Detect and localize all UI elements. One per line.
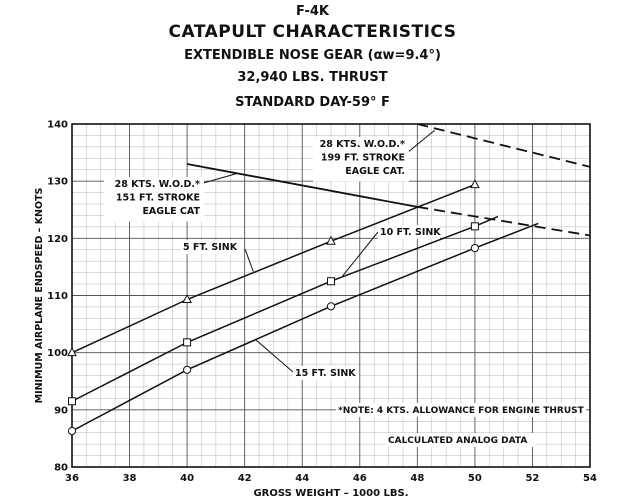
plot-frame — [71, 123, 591, 468]
calculated-analog-data-label: CALCULATED ANALOG DATA — [388, 436, 527, 446]
series-line-199-dashed — [417, 123, 591, 168]
series-line-1 — [71, 215, 499, 402]
y-axis-label: MINIMUM AIRPLANE ENDSPEED – KNOTS — [34, 187, 45, 403]
data-point-circle — [470, 243, 479, 253]
eagle-cat-199-label-line3: EAGLE CAT. — [345, 166, 405, 177]
chart-aircraft-title: F-4K — [296, 4, 329, 19]
x-tick-label: 46 — [353, 473, 367, 484]
data-point-circle — [67, 426, 77, 436]
data-point-circle — [326, 302, 336, 311]
series-line-151-solid — [186, 163, 418, 208]
leader-line — [244, 248, 254, 272]
eagle-cat-151-label-line2: 151 FT. STROKE — [116, 193, 200, 204]
ten-ft-sink-label: 10 FT. SINK — [380, 227, 441, 238]
ten-ft-sink-label-box — [378, 225, 440, 239]
x-tick-label: 54 — [583, 473, 597, 484]
data-point-triangle — [470, 179, 480, 189]
y-tick-label: 100 — [47, 348, 68, 359]
series-line-0 — [71, 183, 476, 354]
data-point-triangle — [67, 347, 77, 357]
eagle-cat-151-label-line3: EAGLE CAT — [142, 206, 200, 217]
eagle-cat-199-label-box — [313, 137, 409, 182]
leader-line — [342, 231, 379, 277]
chart-subtitle-nose-gear: EXTENDIBLE NOSE GEAR (αw=9.4°) — [184, 48, 441, 63]
note-box — [336, 403, 586, 417]
leader-line — [255, 339, 294, 373]
y-tick-label: 80 — [54, 463, 68, 474]
x-tick-labels: 36 38 40 42 44 46 48 50 52 54 — [65, 473, 597, 484]
data-point-triangle — [182, 293, 192, 304]
data-point-circle — [183, 365, 192, 374]
series-layer — [67, 123, 591, 436]
eagle-cat-151-label-box — [104, 177, 204, 222]
leader-lines — [199, 129, 435, 373]
x-tick-label: 36 — [65, 473, 79, 484]
x-tick-label: 42 — [238, 473, 252, 484]
chart-subtitle-standard-day: STANDARD DAY-59° F — [235, 95, 390, 110]
data-point-triangle — [326, 235, 336, 245]
leader-line — [199, 173, 237, 185]
eagle-cat-151-label-line1: 28 KTS. W.O.D.* — [115, 179, 200, 190]
chart-subtitle-thrust: 32,940 LBS. THRUST — [237, 70, 388, 85]
y-tick-label: 110 — [47, 291, 68, 302]
fifteen-ft-sink-label: 15 FT. SINK — [295, 368, 356, 379]
x-tick-label: 52 — [525, 473, 539, 484]
series-line-2 — [71, 222, 539, 432]
engine-thrust-note: *NOTE: 4 KTS. ALLOWANCE FOR ENGINE THRUS… — [338, 406, 585, 416]
five-ft-sink-label-box — [181, 240, 243, 254]
leader-line — [406, 129, 435, 154]
y-tick-label: 90 — [54, 405, 68, 416]
eagle-cat-199-label-line2: 199 FT. STROKE — [321, 153, 405, 164]
x-tick-label: 50 — [468, 473, 482, 484]
series-line-151-dashed — [417, 206, 591, 237]
data-point-square — [183, 338, 192, 347]
data-point-square — [470, 222, 479, 231]
chart-title: CATAPULT CHARACTERISTICS — [168, 22, 457, 42]
x-tick-label: 38 — [123, 473, 137, 484]
eagle-cat-199-label-line1: 28 KTS. W.O.D.* — [320, 139, 405, 150]
y-tick-labels: 80 90 100 110 120 130 140 — [47, 120, 68, 474]
y-tick-label: 140 — [47, 120, 68, 131]
five-ft-sink-label: 5 FT. SINK — [183, 242, 238, 253]
x-tick-label: 48 — [410, 473, 424, 484]
data-point-square — [327, 277, 335, 286]
fifteen-ft-sink-label-box — [293, 366, 359, 380]
y-tick-label: 120 — [47, 234, 68, 245]
x-tick-label: 40 — [180, 473, 194, 484]
source-box — [386, 433, 536, 447]
data-point-square — [68, 397, 76, 406]
y-tick-label: 130 — [47, 177, 68, 188]
x-tick-label: 44 — [295, 473, 309, 484]
x-axis-label: GROSS WEIGHT – 1000 LBS. — [253, 488, 408, 499]
